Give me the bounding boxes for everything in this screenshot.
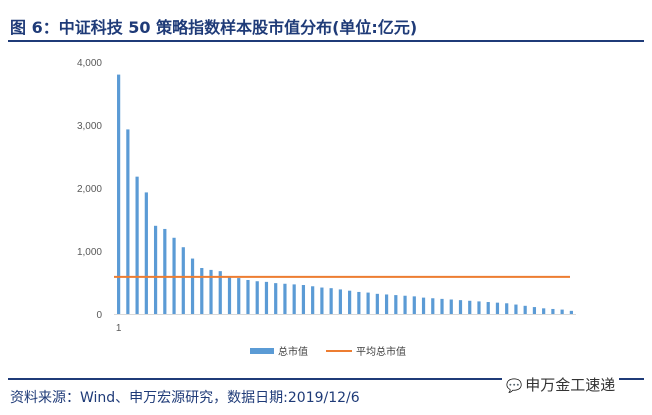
bar	[542, 308, 546, 314]
bar	[200, 268, 204, 314]
bar	[255, 281, 259, 314]
bar	[532, 307, 537, 314]
bar	[209, 269, 213, 314]
bar	[384, 294, 389, 314]
bar	[366, 292, 370, 314]
legend-label-line: 平均总市值	[356, 345, 406, 358]
bar	[357, 291, 361, 314]
bar	[329, 288, 333, 314]
bar	[301, 285, 306, 314]
bar	[218, 271, 222, 314]
bar	[246, 279, 250, 314]
footer-divider	[8, 378, 644, 380]
bar	[237, 278, 241, 314]
y-tick-label: 0	[96, 310, 102, 321]
bar	[431, 298, 435, 314]
legend-label-bar: 总市值	[278, 345, 308, 358]
bar	[569, 310, 573, 314]
bar	[403, 295, 407, 314]
bar	[514, 304, 518, 314]
bar	[477, 301, 481, 314]
wechat-icon: 💬	[506, 379, 523, 394]
watermark-label: 申万金工速递	[525, 376, 616, 394]
bar	[190, 258, 195, 314]
market-cap-chart: 0 1,000 2,000 3,000 4,000 1 总市值 平均总市值	[77, 58, 576, 358]
watermark: 💬 申万金工速递	[502, 372, 620, 397]
bar	[135, 176, 139, 314]
bar	[320, 287, 324, 314]
legend-swatch-bar	[250, 348, 274, 354]
bar	[163, 228, 167, 314]
bar	[560, 309, 564, 314]
chart-legend: 总市值 平均总市值	[250, 345, 406, 358]
bar	[551, 308, 555, 314]
bar	[523, 305, 527, 314]
y-axis: 0 1,000 2,000 3,000 4,000	[77, 58, 102, 321]
bar	[311, 286, 315, 314]
bar	[292, 284, 296, 314]
bar	[505, 303, 509, 314]
bar	[348, 290, 352, 314]
bar	[486, 302, 490, 314]
x-tick-label: 1	[116, 323, 122, 334]
bar	[153, 225, 158, 314]
bar	[394, 295, 398, 314]
bar	[495, 302, 500, 314]
bar	[181, 247, 185, 314]
bar	[375, 293, 379, 314]
bar	[412, 296, 416, 314]
y-tick-label: 1,000	[77, 247, 102, 258]
bar	[458, 300, 463, 314]
y-tick-label: 4,000	[77, 58, 102, 69]
bar	[126, 129, 130, 314]
bar	[421, 297, 426, 314]
bar	[264, 281, 269, 314]
bar	[449, 299, 453, 314]
bar	[144, 192, 148, 314]
bar	[274, 283, 278, 314]
bar	[117, 74, 121, 314]
bar	[440, 298, 444, 314]
bar	[227, 276, 232, 314]
bar	[338, 289, 342, 314]
figure-title: 图 6：中证科技 50 策略指数样本股市值分布(单位:亿元)	[10, 18, 418, 37]
y-tick-label: 2,000	[77, 184, 102, 195]
bar	[468, 300, 472, 314]
data-source-note: 资料来源：Wind、申万宏源研究，数据日期:2019/12/6	[10, 390, 360, 406]
bar-series	[117, 74, 573, 314]
bar	[283, 283, 287, 314]
title-divider	[8, 40, 644, 42]
x-axis: 1	[114, 314, 576, 334]
y-tick-label: 3,000	[77, 121, 102, 132]
